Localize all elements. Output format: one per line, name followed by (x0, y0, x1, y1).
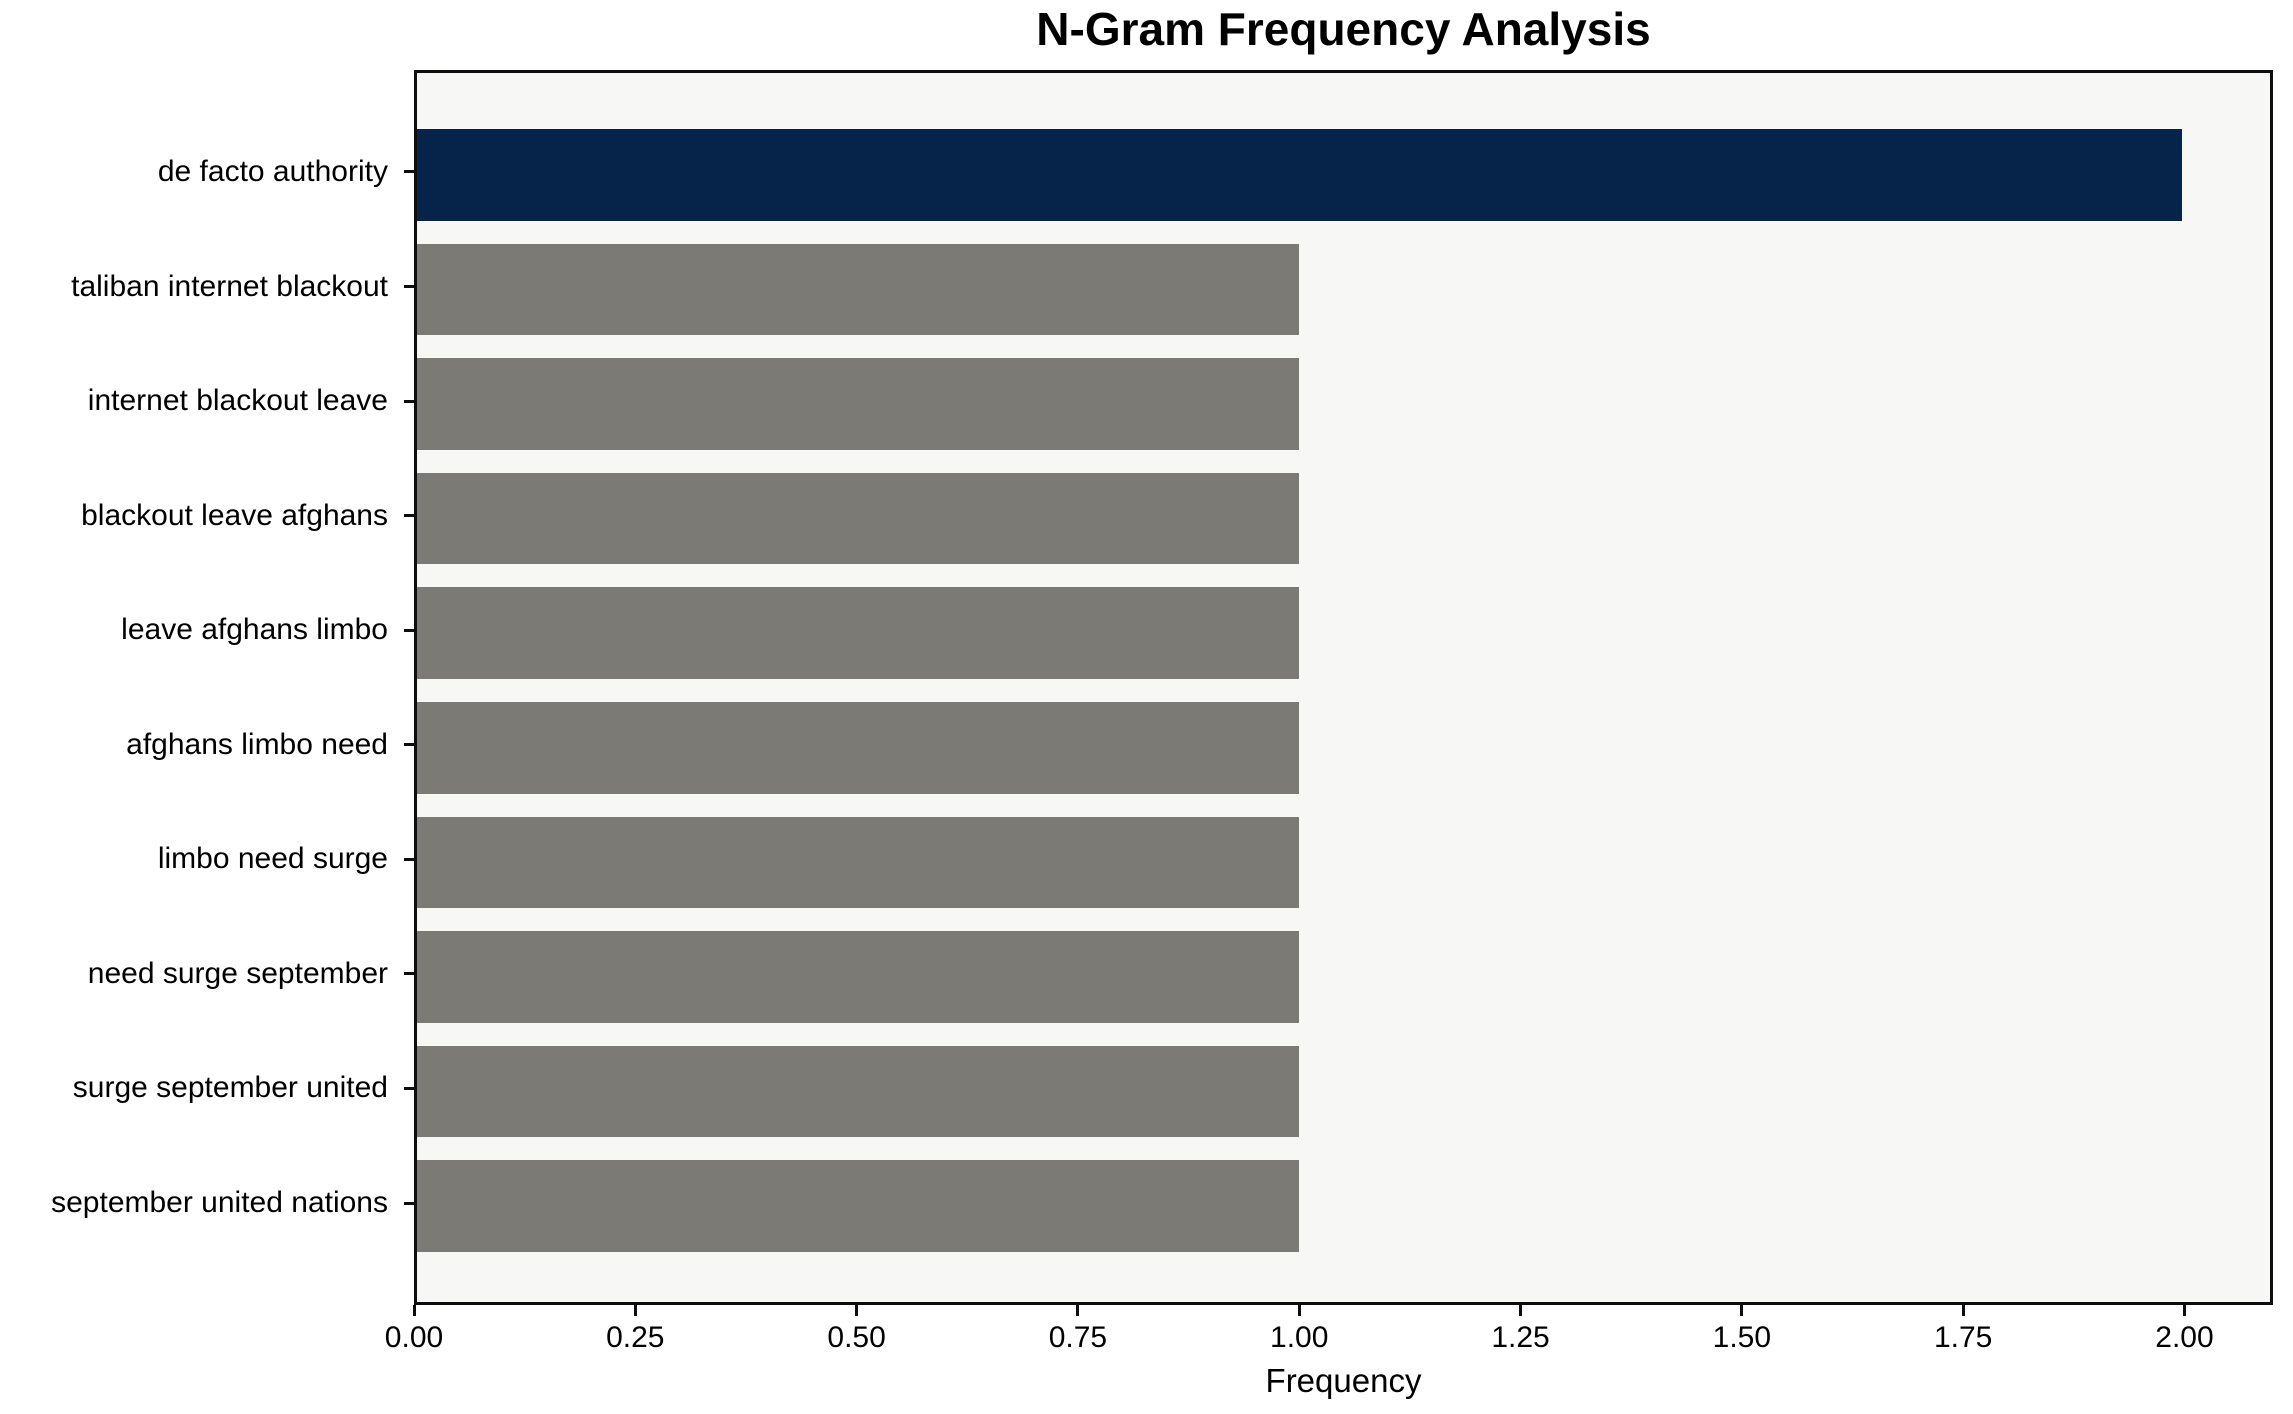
bar (417, 816, 1300, 909)
y-tick-mark (404, 1086, 414, 1090)
x-tick-label: 0.75 (1048, 1321, 1108, 1354)
y-tick-mark (404, 972, 414, 976)
x-tick-label: 0.00 (384, 1321, 444, 1354)
x-tick-mark (1297, 1305, 1301, 1316)
y-tick-mark (404, 170, 414, 174)
plot-area (414, 70, 2273, 1305)
y-tick-mark (404, 285, 414, 289)
y-tick-mark (404, 743, 414, 747)
bar (417, 1160, 1300, 1252)
x-tick-label: 1.00 (1270, 1321, 1329, 1354)
bar (417, 472, 1300, 565)
x-tick-mark (1076, 1305, 1080, 1316)
x-tick-mark (2182, 1305, 2186, 1316)
y-tick-label: leave afghans limbo (121, 613, 388, 647)
x-tick-mark (1961, 1305, 1965, 1316)
y-tick-label: afghans limbo need (126, 727, 388, 761)
x-tick-label: 0.50 (827, 1321, 886, 1354)
bar (417, 701, 1300, 794)
y-tick-mark (404, 857, 414, 861)
x-axis-label: Frequency (1265, 1362, 1422, 1399)
x-tick-label: 1.75 (1933, 1321, 1993, 1354)
y-tick-label: need surge september (87, 956, 388, 990)
bar (417, 243, 1300, 336)
y-tick-label: taliban internet blackout (71, 269, 388, 303)
y-tick-label: blackout leave afghans (81, 498, 388, 532)
y-tick-mark (404, 399, 414, 403)
y-tick-mark (404, 1201, 414, 1205)
y-tick-label: surge september united (72, 1071, 388, 1105)
x-tick-label: 1.25 (1491, 1321, 1550, 1354)
y-tick-label: september united nations (51, 1186, 388, 1220)
x-tick-mark (633, 1305, 637, 1316)
x-tick-mark (855, 1305, 859, 1316)
x-tick-label: 1.50 (1712, 1321, 1772, 1354)
y-tick-label: de facto authority (157, 154, 388, 188)
x-tick-mark (412, 1305, 416, 1316)
y-tick-mark (404, 514, 414, 518)
bar (417, 931, 1300, 1023)
y-tick-label: internet blackout leave (87, 384, 388, 418)
bar (417, 358, 1300, 450)
x-tick-label: 2.00 (2155, 1321, 2214, 1354)
bar (417, 129, 2182, 221)
x-tick-mark (1740, 1305, 1744, 1316)
bar (417, 587, 1300, 680)
x-tick-label: 0.25 (606, 1321, 665, 1354)
y-tick-mark (404, 628, 414, 632)
chart-title: N-Gram Frequency Analysis (1036, 3, 1651, 55)
x-tick-mark (1519, 1305, 1523, 1316)
y-tick-label: limbo need surge (157, 842, 388, 876)
bar (417, 1045, 1300, 1138)
